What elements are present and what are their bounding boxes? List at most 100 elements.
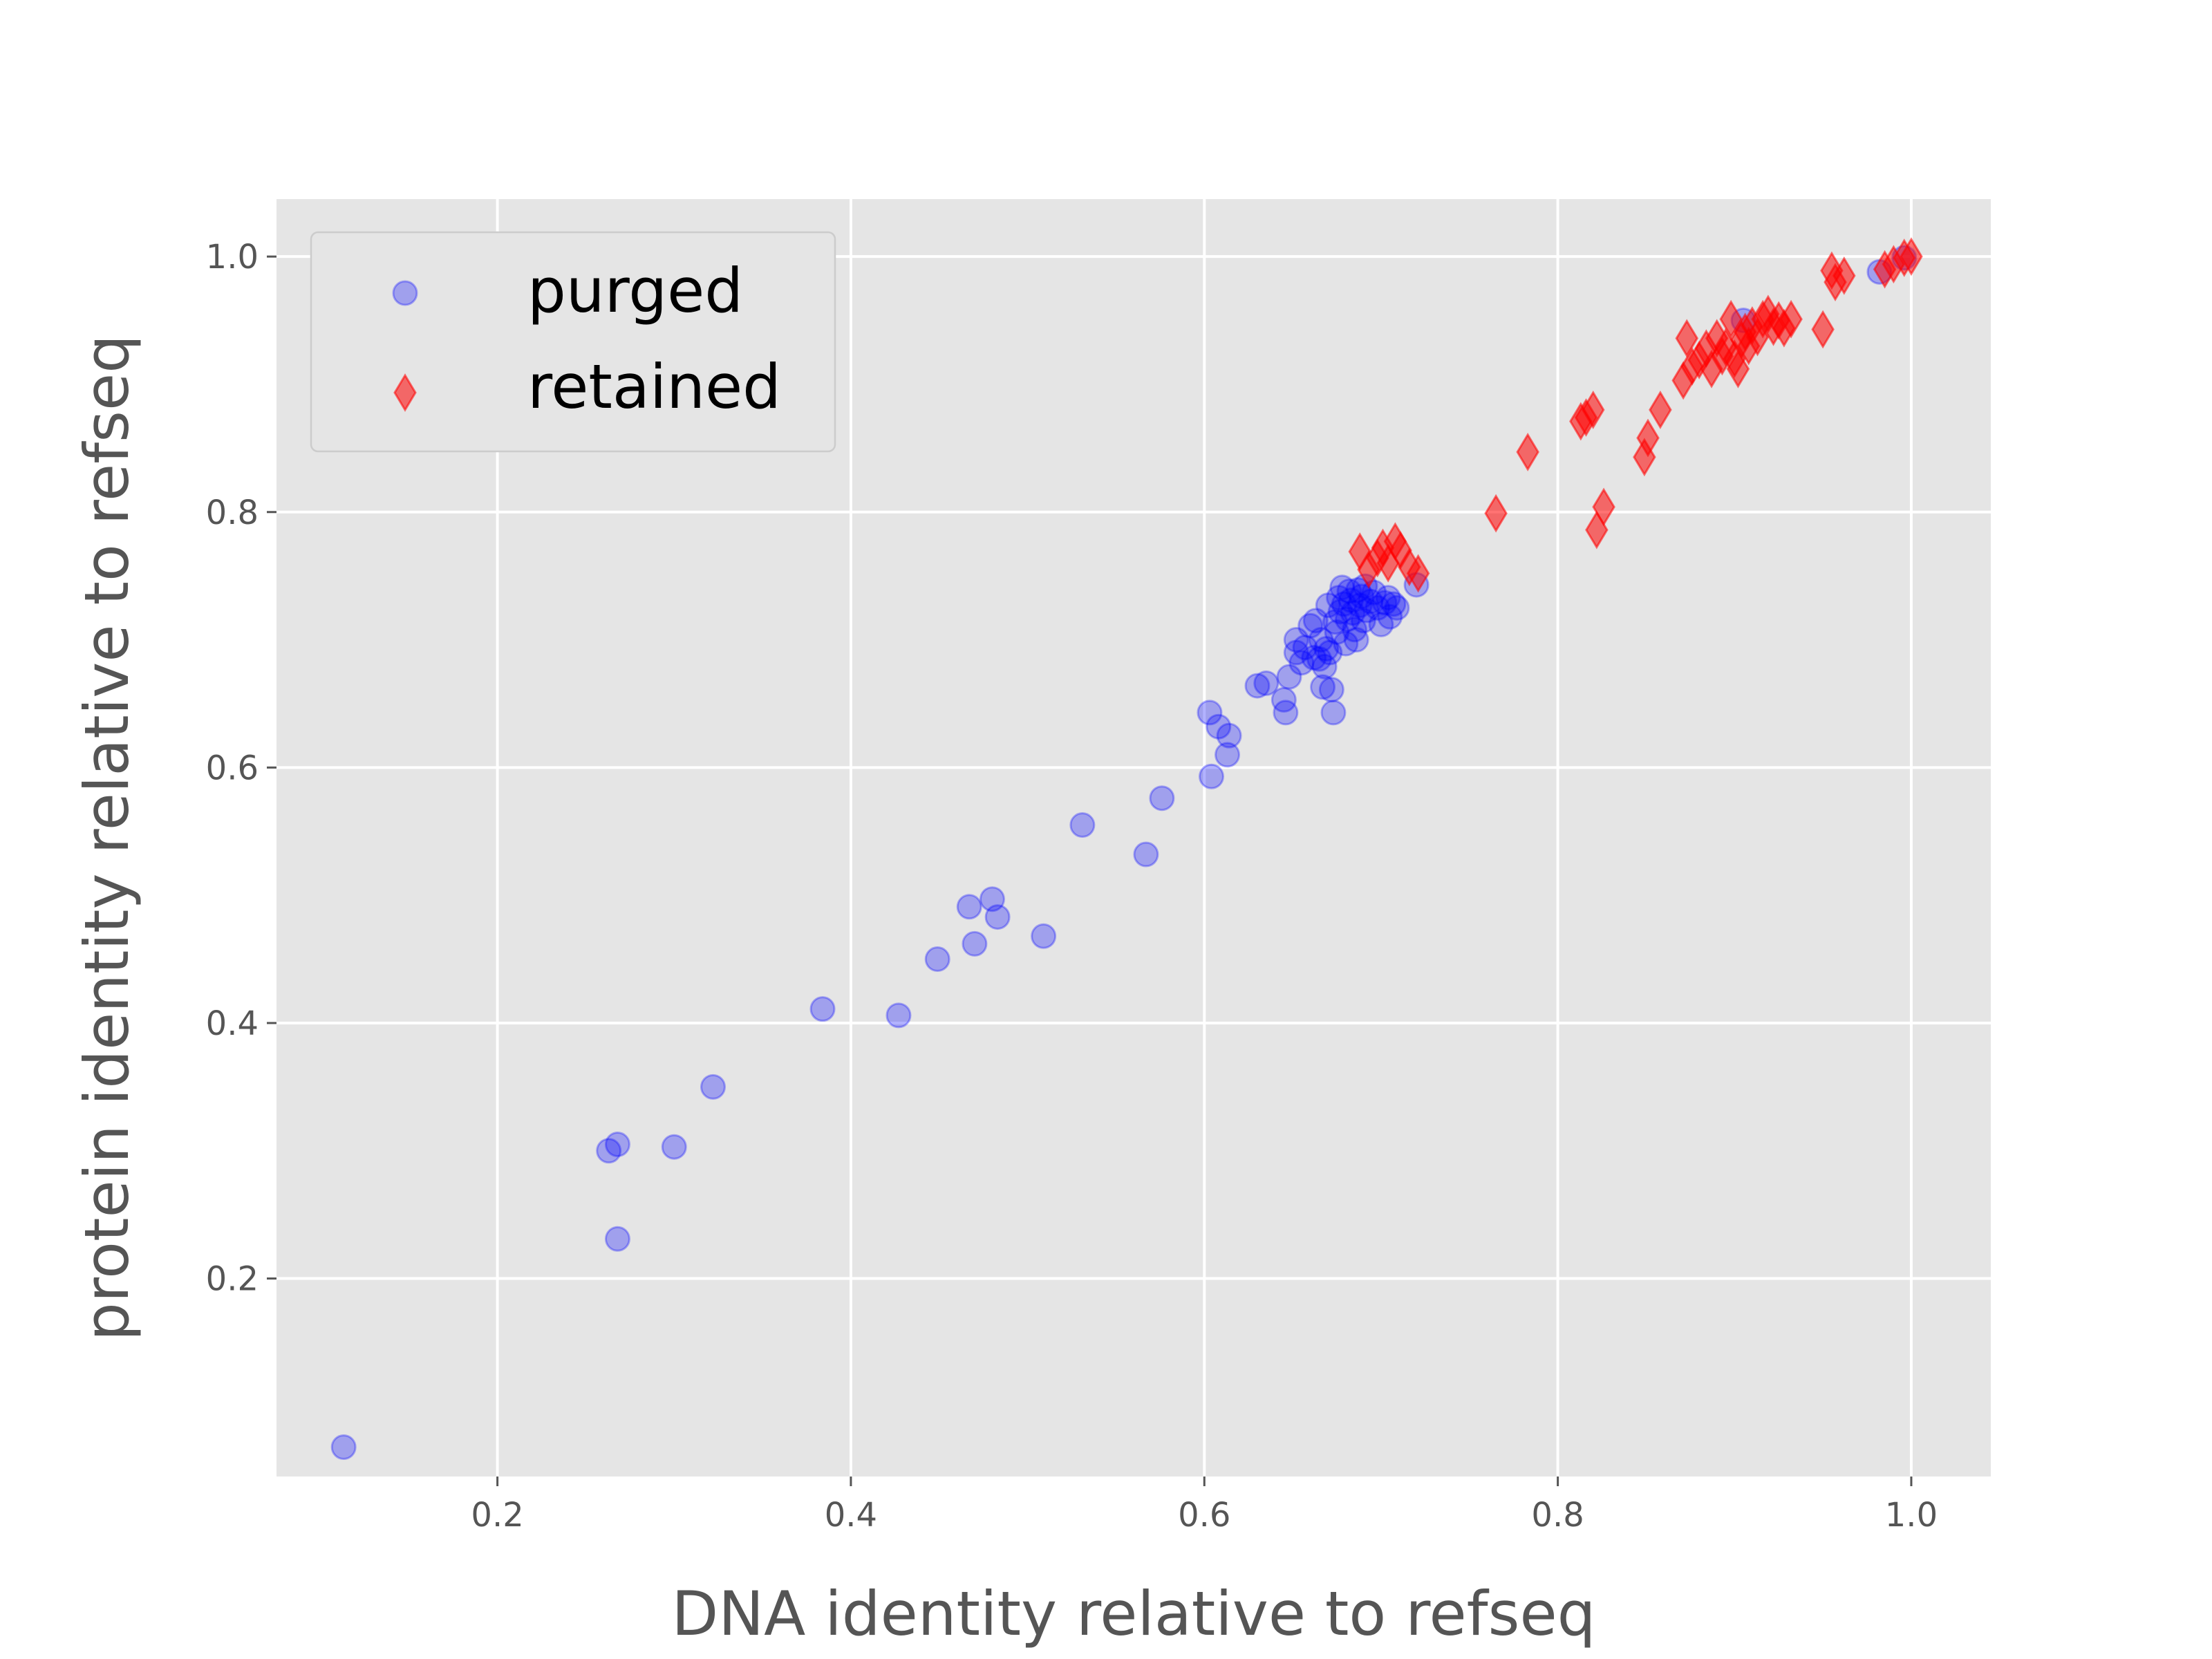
data-point-purged — [1031, 923, 1057, 949]
data-point-purged — [924, 946, 950, 973]
data-point-purged — [1322, 609, 1348, 635]
y-tick-label: 0.6 — [206, 749, 259, 787]
data-point-purged — [1331, 591, 1357, 617]
data-point-purged — [596, 1138, 622, 1164]
x-tick-label: 1.0 — [1885, 1496, 1938, 1535]
data-point-purged — [700, 1074, 727, 1100]
data-point-purged — [1271, 686, 1297, 713]
data-point-purged — [1276, 664, 1302, 690]
data-point-retained — [1811, 310, 1835, 349]
data-point-purged — [1288, 650, 1315, 676]
data-point-purged — [1336, 578, 1362, 604]
legend-box — [310, 231, 836, 453]
data-point-purged — [1215, 742, 1241, 768]
data-point-purged — [1292, 635, 1318, 661]
data-point-purged — [1283, 639, 1309, 666]
data-point-purged — [1283, 627, 1309, 653]
x-tick-label: 0.4 — [825, 1496, 877, 1535]
series-purged — [330, 245, 1918, 1460]
data-point-retained — [1649, 391, 1672, 429]
data-point-purged — [1133, 841, 1159, 868]
y-tick-label: 0.2 — [206, 1260, 259, 1299]
data-point-purged — [885, 1002, 912, 1029]
data-point-purged — [1149, 785, 1175, 812]
data-point-purged — [1315, 592, 1341, 619]
data-point-purged — [1198, 763, 1224, 789]
y-tick-label: 0.8 — [206, 494, 259, 532]
data-point-purged — [1347, 592, 1373, 619]
data-point-retained — [1833, 256, 1856, 295]
data-point-purged — [1350, 608, 1376, 634]
data-point-purged — [1313, 635, 1340, 662]
gridlines — [276, 199, 1991, 1477]
data-point-purged — [1324, 619, 1350, 645]
data-point-retained — [1406, 554, 1430, 593]
data-point-purged — [1310, 674, 1336, 700]
y-tick-label: 0.4 — [206, 1004, 259, 1043]
data-point-purged — [1311, 653, 1338, 679]
y-axis-ticks: 0.2 0.4 0.6 0.8 1.0 — [206, 238, 276, 1299]
data-point-purged — [1326, 585, 1352, 611]
x-tick-label: 0.6 — [1178, 1496, 1230, 1535]
x-axis-ticks: 0.2 0.4 0.6 0.8 1.0 — [471, 1477, 1938, 1535]
data-point-purged — [962, 930, 988, 957]
series-retained — [1348, 237, 1923, 593]
data-point-retained — [1675, 319, 1698, 358]
data-point-purged — [1358, 588, 1384, 615]
data-points — [330, 237, 1923, 1460]
data-point-purged — [661, 1134, 687, 1160]
data-point-purged — [1308, 627, 1334, 653]
x-tick-label: 0.8 — [1531, 1496, 1584, 1535]
data-point-purged — [1302, 608, 1329, 634]
legend: purged retained — [310, 231, 836, 453]
data-point-purged — [1069, 812, 1096, 838]
data-point-retained — [1719, 299, 1743, 339]
legend-label-purged: purged — [527, 255, 743, 326]
data-point-purged — [1306, 646, 1332, 672]
data-point-purged — [1377, 603, 1403, 630]
legend-marker-retained — [393, 373, 417, 412]
data-point-purged — [1329, 574, 1356, 601]
data-point-purged — [604, 1226, 630, 1252]
data-point-retained — [1484, 494, 1508, 533]
data-point-purged — [1318, 677, 1344, 703]
data-point-purged — [604, 1132, 630, 1158]
data-point-purged — [1375, 585, 1401, 611]
data-point-purged — [1384, 594, 1410, 621]
data-point-purged — [1320, 700, 1347, 726]
data-point-purged — [1216, 722, 1242, 749]
y-axis-label: protein identity relative to refseq — [71, 335, 142, 1341]
data-point-retained — [1636, 418, 1660, 458]
data-point-purged — [330, 1434, 357, 1460]
data-point-purged — [1371, 590, 1398, 616]
legend-label-retained: retained — [527, 351, 781, 422]
data-point-retained — [1779, 299, 1803, 339]
data-point-purged — [1253, 670, 1280, 696]
data-point-purged — [1327, 599, 1353, 625]
y-tick-label: 1.0 — [206, 238, 259, 276]
data-point-purged — [1343, 627, 1369, 653]
data-point-retained — [1592, 487, 1615, 527]
data-point-purged — [1317, 639, 1343, 666]
data-point-purged — [809, 996, 836, 1022]
x-tick-label: 0.2 — [471, 1496, 523, 1535]
data-point-purged — [1297, 612, 1324, 639]
data-point-purged — [1197, 700, 1223, 726]
data-point-purged — [979, 886, 1005, 912]
data-point-purged — [1301, 644, 1327, 671]
x-axis-label: DNA identity relative to refseq — [672, 1578, 1596, 1649]
data-point-purged — [956, 894, 982, 920]
legend-marker-purged — [392, 280, 418, 306]
data-point-purged — [1206, 713, 1232, 740]
data-point-purged — [1380, 591, 1407, 617]
data-point-purged — [1273, 700, 1299, 726]
data-point-purged — [1345, 577, 1371, 603]
data-point-purged — [1244, 673, 1271, 699]
data-point-purged — [984, 904, 1011, 930]
data-point-purged — [1368, 611, 1394, 637]
data-point-purged — [1349, 583, 1375, 610]
data-point-purged — [1334, 606, 1360, 632]
data-point-retained — [1581, 391, 1605, 429]
data-point-retained — [1900, 237, 1923, 276]
